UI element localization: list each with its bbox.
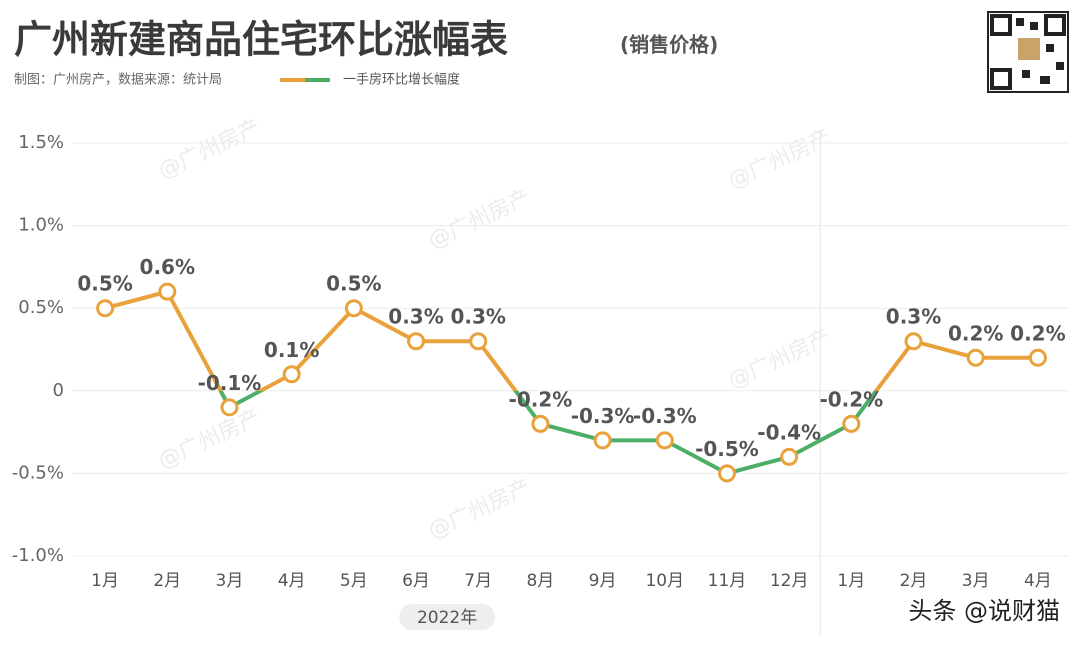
point — [469, 332, 488, 351]
point — [904, 332, 923, 351]
value-label: 0.3% — [450, 305, 505, 329]
point — [842, 414, 861, 433]
x-tick-label: 3月 — [216, 571, 244, 591]
x-tick-label: 2月 — [153, 571, 181, 591]
chart-subtitle: (销售价格) — [620, 33, 718, 57]
watermark: @广州房产 — [725, 125, 835, 194]
value-label: -0.1% — [198, 371, 262, 395]
y-tick-label: 1.0% — [18, 215, 64, 236]
y-tick-label: -1.0% — [12, 545, 64, 566]
y-tick-label: 1.5% — [18, 132, 64, 153]
x-tick-label: 11月 — [708, 571, 747, 591]
point — [407, 332, 426, 351]
point — [655, 431, 674, 450]
x-tick-label: 2月 — [900, 571, 928, 591]
group-label: 2022年 — [417, 608, 477, 628]
point — [966, 348, 985, 367]
x-tick-label: 6月 — [402, 571, 430, 591]
value-label: 0.5% — [326, 272, 381, 296]
point — [531, 414, 550, 433]
x-tick-label: 8月 — [526, 571, 554, 591]
point — [344, 299, 363, 318]
x-tick-label: 4月 — [278, 571, 306, 591]
x-tick-label: 7月 — [464, 571, 492, 591]
point — [1028, 348, 1047, 367]
x-tick-label: 4月 — [1024, 571, 1052, 591]
y-tick-label: 0 — [53, 380, 64, 401]
x-tick-label: 1月 — [837, 571, 865, 591]
x-tick-label: 12月 — [770, 571, 809, 591]
value-label: -0.2% — [819, 387, 883, 411]
qr-code — [987, 11, 1069, 93]
point — [220, 398, 239, 417]
point — [593, 431, 612, 450]
value-label: 0.2% — [948, 321, 1003, 345]
x-tick-label: 3月 — [962, 571, 990, 591]
group-label-bg — [399, 604, 496, 630]
y-tick-label: 0.5% — [18, 297, 64, 318]
value-label: -0.4% — [757, 420, 821, 444]
point — [282, 365, 301, 384]
value-label: -0.3% — [633, 404, 697, 428]
value-label: 0.2% — [1010, 321, 1065, 345]
value-label: -0.2% — [509, 387, 573, 411]
value-label: -0.3% — [571, 404, 635, 428]
watermark: @广州房产 — [425, 185, 535, 254]
x-tick-label: 5月 — [340, 571, 368, 591]
x-tick-label: 10月 — [645, 571, 684, 591]
point — [96, 299, 115, 318]
watermark: @广州房产 — [425, 475, 535, 544]
value-label: -0.5% — [695, 437, 759, 461]
value-label: 0.3% — [886, 305, 941, 329]
value-label: 0.6% — [140, 255, 195, 279]
point — [780, 447, 799, 466]
x-tick-label: 1月 — [91, 571, 119, 591]
value-label: 0.1% — [264, 338, 319, 362]
note: 制图：广州房产，数据来源：统计局 — [14, 72, 222, 88]
watermark: @广州房产 — [155, 115, 265, 184]
legend-label: 一手房环比增长幅度 — [343, 72, 460, 88]
value-label: 0.5% — [77, 272, 132, 296]
line — [104, 289, 1038, 476]
chart-title: 广州新建商品住宅环比涨幅表 — [14, 18, 508, 62]
credit: 头条 @说财猫 — [908, 597, 1060, 625]
watermark: @广州房产 — [725, 325, 835, 394]
x-tick-label: 9月 — [589, 571, 617, 591]
point — [158, 282, 177, 301]
point — [717, 464, 736, 483]
y-tick-label: -0.5% — [12, 462, 64, 483]
watermark: @广州房产 — [155, 405, 265, 474]
value-label: 0.3% — [388, 305, 443, 329]
